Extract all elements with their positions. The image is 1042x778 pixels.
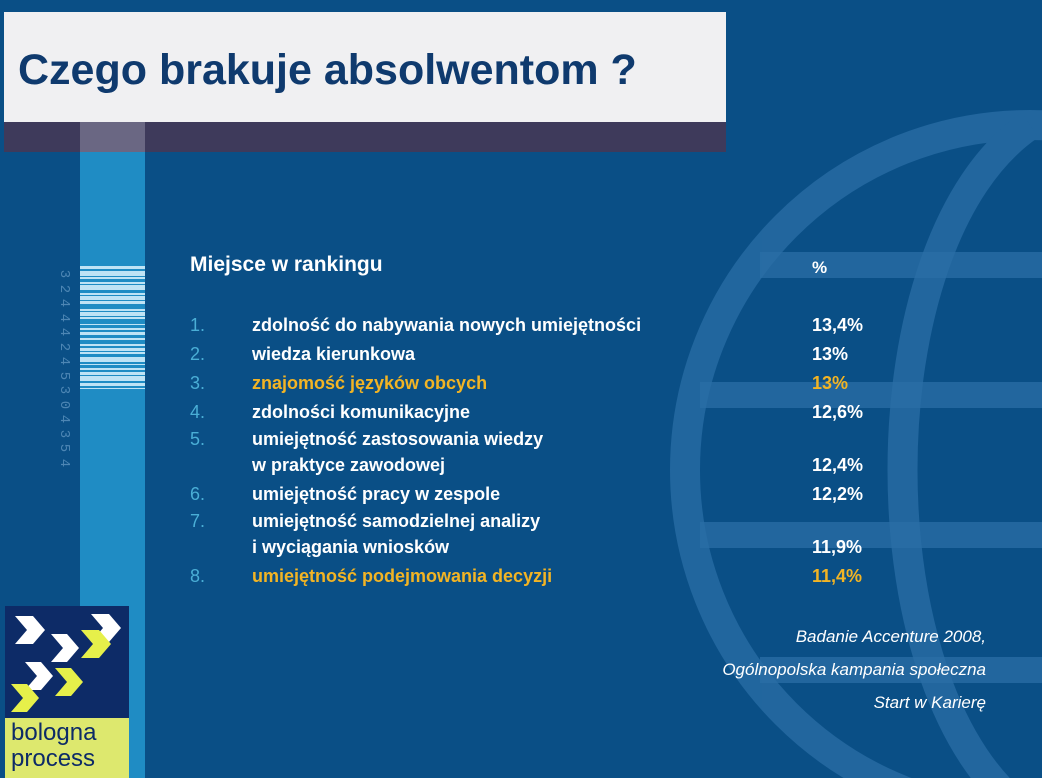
ranking-label: umiejętność podejmowania decyzji <box>252 566 553 586</box>
title-underbar-accent <box>80 122 145 152</box>
ranking-label: znajomość języków obcych <box>252 373 488 393</box>
ranking-label: umiejętność pracy w zespole <box>252 484 501 504</box>
barcode-line <box>80 270 145 276</box>
barcode-line <box>80 323 145 326</box>
barcode-digit: 0 <box>56 400 72 409</box>
barcode-digit: 2 <box>56 342 72 351</box>
source-note: Badanie Accenture 2008, Ogólnopolska kam… <box>722 620 986 719</box>
barcode-line <box>80 296 145 300</box>
barcode-line <box>80 301 145 305</box>
title-box: Czego brakuje absolwentom ? <box>4 12 726 122</box>
barcode-line <box>80 338 145 340</box>
source-line: Start w Karierę <box>873 693 986 712</box>
page-title: Czego brakuje absolwentom ? <box>18 46 637 94</box>
barcode-digit: 3 <box>56 429 72 438</box>
barcode-line <box>80 352 145 354</box>
ranking-value: 12,6% <box>812 402 864 422</box>
barcode-digit: 4 <box>56 356 72 366</box>
percent-header: % <box>812 258 828 277</box>
barcode-digit: 4 <box>56 327 72 337</box>
ranking-value: 11,4% <box>812 566 863 586</box>
barcode-line <box>80 331 145 335</box>
barcode-digit: 4 <box>56 313 72 322</box>
ranking-number: 5. <box>190 429 206 449</box>
barcode-digit: 4 <box>56 414 72 424</box>
barcode-icon <box>80 266 145 478</box>
ranking-number: 8. <box>190 566 206 586</box>
barcode-line <box>80 312 145 316</box>
ranking-header: Miejsce w rankingu <box>190 253 383 276</box>
ranking-value: 12,4% <box>812 455 864 475</box>
barcode-line <box>80 382 145 386</box>
ranking-number: 4. <box>190 402 206 422</box>
barcode-line <box>80 344 145 346</box>
arrows-icon <box>11 614 121 712</box>
logo-text: bologna process <box>11 719 97 772</box>
barcode-line <box>80 317 145 319</box>
barcode-line <box>80 282 145 284</box>
ranking-number: 1. <box>190 315 206 335</box>
barcode-line <box>80 376 145 382</box>
ranking-number: 6. <box>190 484 206 504</box>
source-line: Badanie Accenture 2008, <box>795 627 986 646</box>
barcode-line <box>80 357 145 362</box>
barcode-line <box>80 363 145 366</box>
ranking-value: 12,2% <box>812 484 864 504</box>
source-line: Ogólnopolska kampania społeczna <box>722 660 986 679</box>
ranking-number: 7. <box>190 511 206 531</box>
bologna-process-logo: bologna process <box>5 606 129 778</box>
barcode-digit: 3 <box>56 269 72 279</box>
barcode-digit: 5 <box>56 371 72 380</box>
barcode-line <box>80 266 145 270</box>
barcode-line <box>80 293 145 295</box>
ranking-number: 2. <box>190 344 206 364</box>
ranking-value: 11,9% <box>812 537 863 557</box>
ranking-label: umiejętność samodzielnej analizy i wycią… <box>252 511 541 557</box>
barcode-digit: 4 <box>56 298 72 308</box>
barcode-line <box>80 368 145 370</box>
barcode-digit: 5 <box>56 443 72 453</box>
ranking-label: zdolności komunikacyjne <box>252 402 471 422</box>
barcode-line <box>80 371 145 375</box>
barcode-digit: 3 <box>56 385 72 395</box>
ranking-label: zdolność do nabywania nowych umiejętnośc… <box>252 315 642 335</box>
barcode-line <box>80 328 145 330</box>
barcode-line <box>80 285 145 290</box>
ranking-value: 13% <box>812 373 849 393</box>
barcode-line <box>80 277 145 279</box>
barcode-digits: 3 2 4 4 4 2 4 5 3 0 4 3 5 4 <box>54 266 74 476</box>
logo-text-background <box>5 718 129 778</box>
ranking-number: 3. <box>190 373 206 393</box>
ranking-label: wiedza kierunkowa <box>252 344 416 364</box>
barcode-digit: 4 <box>56 458 72 467</box>
barcode-line <box>80 347 145 351</box>
ranking-value: 13,4% <box>812 315 864 335</box>
barcode-digit: 2 <box>56 284 72 293</box>
barcode-line <box>80 387 145 390</box>
ranking-label: umiejętność zastosowania wiedzy w prakty… <box>252 429 544 475</box>
ranking-value: 13% <box>812 344 849 364</box>
barcode-line <box>80 309 145 311</box>
